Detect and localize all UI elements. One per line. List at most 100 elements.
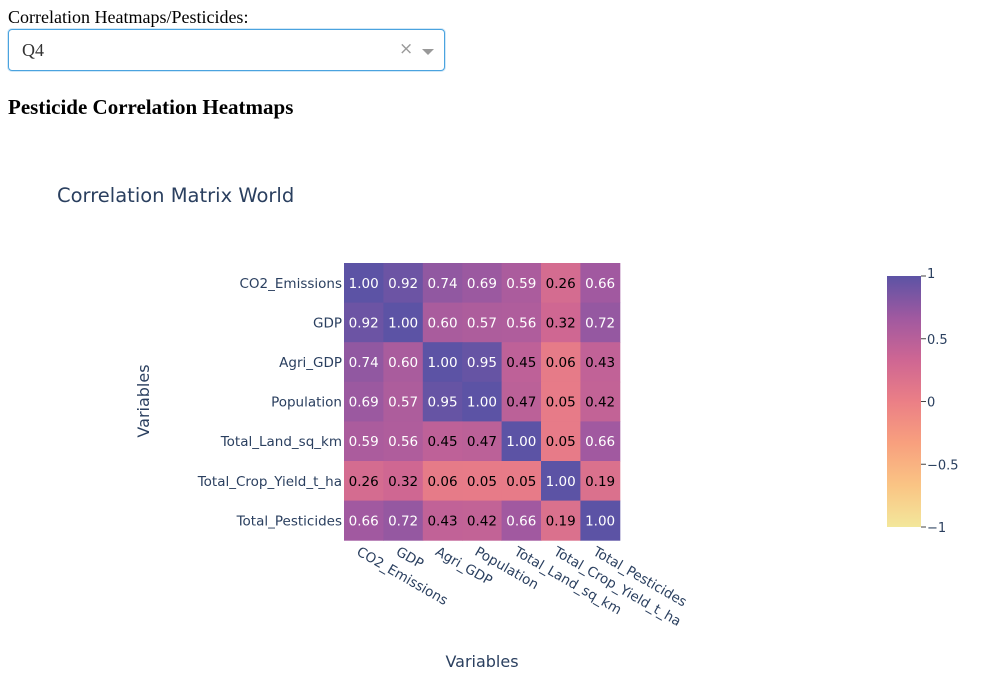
chart-title: Correlation Matrix World <box>57 184 294 207</box>
cell-value-label: 0.05 <box>467 474 497 490</box>
cell-value-label: 0.60 <box>427 315 457 331</box>
cell-value-label: 0.42 <box>585 395 615 411</box>
cell-value-label: 0.26 <box>546 276 576 292</box>
colorbar <box>887 276 921 527</box>
cell-value-label: 0.43 <box>585 355 615 371</box>
cell-value-label: 0.66 <box>349 513 379 529</box>
cell-value-label: 0.66 <box>585 434 615 450</box>
heatmap-cell <box>462 421 503 462</box>
cell-value-label: 0.06 <box>427 474 457 490</box>
page-title: Pesticide Correlation Heatmaps <box>8 95 294 119</box>
heatmap-cell <box>501 342 542 383</box>
chevron-down-icon[interactable] <box>422 49 434 55</box>
cell-value-label: 0.72 <box>585 315 615 331</box>
heatmap-cell <box>462 263 503 304</box>
heatmap-cell <box>383 461 424 502</box>
heatmap-cell <box>383 302 424 343</box>
cell-value-label: 0.56 <box>506 315 536 331</box>
cell-value-label: 0.47 <box>506 395 536 411</box>
heatmap-cells: 1.00 0.92 0.74 0.69 0.59 0.26 0.66 0.92 1.00 0.60… <box>344 263 621 541</box>
heatmap-cell <box>422 461 463 502</box>
y-tick-label: Total_Crop_Yield_t_ha <box>197 474 342 490</box>
y-tick-labels: CO2_Emissions GDP Agri_GDP Population Total_… <box>197 276 342 530</box>
cell-value-label: 0.59 <box>349 434 379 450</box>
heatmap-cell <box>501 461 542 502</box>
heatmap-cell <box>501 263 542 304</box>
colorbar-tick-label: −0.5 <box>927 458 959 473</box>
colorbar-tick-label: 0 <box>927 396 935 411</box>
colorbar-tick-label: 1 <box>927 267 935 282</box>
cell-value-label: 0.66 <box>585 276 615 292</box>
heatmap-cell <box>580 500 621 541</box>
cell-value-label: 0.05 <box>506 474 536 490</box>
colorbar-tick-label: −1 <box>927 521 946 536</box>
colorbar-ticks: 1 0.5 0 −0.5 −1 <box>921 267 959 536</box>
heatmap-cell <box>541 500 581 541</box>
heatmap-cell <box>541 381 581 422</box>
heatmap-cell <box>383 342 424 383</box>
cell-value-label: 0.26 <box>349 474 379 490</box>
heatmap-cell <box>501 421 542 462</box>
cell-value-label: 0.92 <box>388 276 418 292</box>
y-tick-label: Total_Land_sq_km <box>220 434 342 450</box>
heatmap-cell <box>383 263 424 304</box>
heatmap-cell <box>501 381 542 422</box>
heatmap-cell <box>541 263 581 304</box>
heatmap-cell <box>580 421 621 462</box>
y-tick-label: Total_Pesticides <box>236 513 342 529</box>
cell-value-label: 0.69 <box>349 395 379 411</box>
colorbar-tick-label: 0.5 <box>927 333 948 348</box>
heatmap-cell <box>383 381 424 422</box>
heatmap-cell <box>383 421 424 462</box>
heatmap-cell <box>462 461 503 502</box>
cell-value-label: 0.95 <box>467 355 497 371</box>
heatmap-cell <box>344 381 384 422</box>
cell-value-label: 0.74 <box>349 355 379 371</box>
cell-value-label: 0.19 <box>585 474 615 490</box>
cell-value-label: 0.57 <box>388 395 418 411</box>
heatmap-cell <box>344 421 384 462</box>
heatmap-cell <box>383 500 424 541</box>
heatmap-cell <box>541 461 581 502</box>
heatmap-cell <box>462 302 503 343</box>
cell-value-label: 0.95 <box>427 395 457 411</box>
cell-value-label: 0.05 <box>546 395 576 411</box>
cell-value-label: 0.57 <box>467 315 497 331</box>
cell-value-label: 1.00 <box>506 434 536 450</box>
y-tick-label: Population <box>271 395 342 411</box>
heatmap-cell <box>422 342 463 383</box>
heatmap-cell <box>501 500 542 541</box>
clear-icon[interactable]: × <box>399 39 414 59</box>
x-axis-title: Variables <box>445 652 518 671</box>
cell-value-label: 0.74 <box>427 276 457 292</box>
cell-value-label: 0.60 <box>388 355 418 371</box>
cell-value-label: 1.00 <box>388 315 418 331</box>
cell-value-label: 0.06 <box>546 355 576 371</box>
heatmap-cell <box>344 461 384 502</box>
heatmap-cell <box>422 500 463 541</box>
heatmap-cell <box>501 302 542 343</box>
cell-value-label: 0.72 <box>388 513 418 529</box>
dropdown-label: Correlation Heatmaps/Pesticides: <box>8 7 249 27</box>
heatmap-cell <box>344 302 384 343</box>
heatmap-cell <box>422 302 463 343</box>
cell-value-label: 0.43 <box>427 513 457 529</box>
y-tick-label: CO2_Emissions <box>240 276 343 292</box>
heatmap-cell <box>462 342 503 383</box>
heatmap-cell <box>580 263 621 304</box>
heatmap-cell <box>422 263 463 304</box>
heatmap-cell <box>344 500 384 541</box>
heatmap-cell <box>344 263 384 304</box>
heatmap-cell <box>580 381 621 422</box>
heatmap-cell <box>541 342 581 383</box>
cell-value-label: 0.45 <box>506 355 536 371</box>
y-tick-label: GDP <box>313 315 342 331</box>
y-axis-title: Variables <box>134 364 153 437</box>
dropdown-selected-value: Q4 <box>22 40 44 60</box>
heatmap-cell <box>422 421 463 462</box>
cell-value-label: 1.00 <box>585 513 615 529</box>
cell-value-label: 0.42 <box>467 513 497 529</box>
quarter-dropdown[interactable]: Q4 × <box>8 29 445 71</box>
cell-value-label: 0.92 <box>349 315 379 331</box>
